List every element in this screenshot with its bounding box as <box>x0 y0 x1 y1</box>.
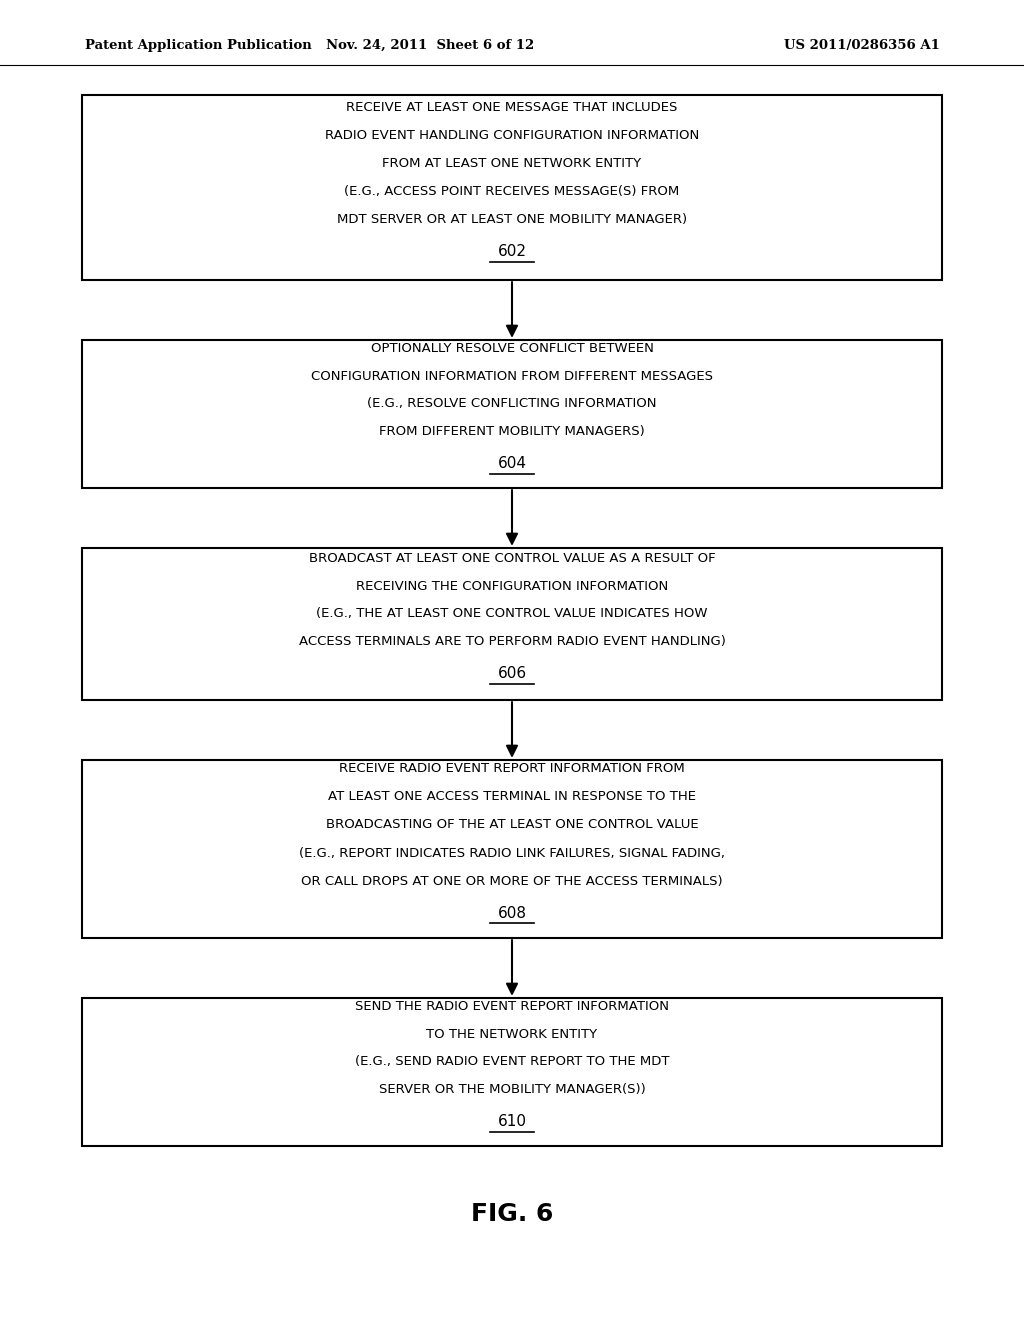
Text: 608: 608 <box>498 906 526 920</box>
Text: Patent Application Publication: Patent Application Publication <box>85 38 311 51</box>
Text: FROM DIFFERENT MOBILITY MANAGERS): FROM DIFFERENT MOBILITY MANAGERS) <box>379 425 645 438</box>
Bar <box>82 760 942 939</box>
Text: (E.G., SEND RADIO EVENT REPORT TO THE MDT: (E.G., SEND RADIO EVENT REPORT TO THE MD… <box>354 1056 670 1068</box>
Text: (E.G., THE AT LEAST ONE CONTROL VALUE INDICATES HOW: (E.G., THE AT LEAST ONE CONTROL VALUE IN… <box>316 607 708 620</box>
Text: RECEIVE AT LEAST ONE MESSAGE THAT INCLUDES: RECEIVE AT LEAST ONE MESSAGE THAT INCLUD… <box>346 102 678 114</box>
Text: (E.G., RESOLVE CONFLICTING INFORMATION: (E.G., RESOLVE CONFLICTING INFORMATION <box>368 397 656 411</box>
Text: ACCESS TERMINALS ARE TO PERFORM RADIO EVENT HANDLING): ACCESS TERMINALS ARE TO PERFORM RADIO EV… <box>299 635 725 648</box>
Text: 606: 606 <box>498 667 526 681</box>
Text: TO THE NETWORK ENTITY: TO THE NETWORK ENTITY <box>426 1027 598 1040</box>
Bar <box>82 341 942 488</box>
Bar <box>82 95 942 280</box>
Bar <box>82 998 942 1146</box>
Text: (E.G., REPORT INDICATES RADIO LINK FAILURES, SIGNAL FADING,: (E.G., REPORT INDICATES RADIO LINK FAILU… <box>299 846 725 859</box>
Text: (E.G., ACCESS POINT RECEIVES MESSAGE(S) FROM: (E.G., ACCESS POINT RECEIVES MESSAGE(S) … <box>344 185 680 198</box>
Text: CONFIGURATION INFORMATION FROM DIFFERENT MESSAGES: CONFIGURATION INFORMATION FROM DIFFERENT… <box>311 370 713 383</box>
Text: OR CALL DROPS AT ONE OR MORE OF THE ACCESS TERMINALS): OR CALL DROPS AT ONE OR MORE OF THE ACCE… <box>301 874 723 887</box>
Text: RADIO EVENT HANDLING CONFIGURATION INFORMATION: RADIO EVENT HANDLING CONFIGURATION INFOR… <box>325 129 699 143</box>
Text: FROM AT LEAST ONE NETWORK ENTITY: FROM AT LEAST ONE NETWORK ENTITY <box>382 157 642 170</box>
Text: RECEIVE RADIO EVENT REPORT INFORMATION FROM: RECEIVE RADIO EVENT REPORT INFORMATION F… <box>339 763 685 776</box>
Text: AT LEAST ONE ACCESS TERMINAL IN RESPONSE TO THE: AT LEAST ONE ACCESS TERMINAL IN RESPONSE… <box>328 791 696 804</box>
Text: Nov. 24, 2011  Sheet 6 of 12: Nov. 24, 2011 Sheet 6 of 12 <box>326 38 535 51</box>
Text: 610: 610 <box>498 1114 526 1130</box>
Text: BROADCAST AT LEAST ONE CONTROL VALUE AS A RESULT OF: BROADCAST AT LEAST ONE CONTROL VALUE AS … <box>308 552 716 565</box>
Text: FIG. 6: FIG. 6 <box>471 1203 553 1226</box>
Text: US 2011/0286356 A1: US 2011/0286356 A1 <box>784 38 940 51</box>
Text: SERVER OR THE MOBILITY MANAGER(S)): SERVER OR THE MOBILITY MANAGER(S)) <box>379 1084 645 1097</box>
Text: BROADCASTING OF THE AT LEAST ONE CONTROL VALUE: BROADCASTING OF THE AT LEAST ONE CONTROL… <box>326 818 698 832</box>
Text: SEND THE RADIO EVENT REPORT INFORMATION: SEND THE RADIO EVENT REPORT INFORMATION <box>355 999 669 1012</box>
Text: RECEIVING THE CONFIGURATION INFORMATION: RECEIVING THE CONFIGURATION INFORMATION <box>356 579 668 593</box>
Text: MDT SERVER OR AT LEAST ONE MOBILITY MANAGER): MDT SERVER OR AT LEAST ONE MOBILITY MANA… <box>337 213 687 226</box>
Text: OPTIONALLY RESOLVE CONFLICT BETWEEN: OPTIONALLY RESOLVE CONFLICT BETWEEN <box>371 342 653 355</box>
Text: 602: 602 <box>498 244 526 259</box>
Text: 604: 604 <box>498 457 526 471</box>
Bar <box>82 548 942 700</box>
